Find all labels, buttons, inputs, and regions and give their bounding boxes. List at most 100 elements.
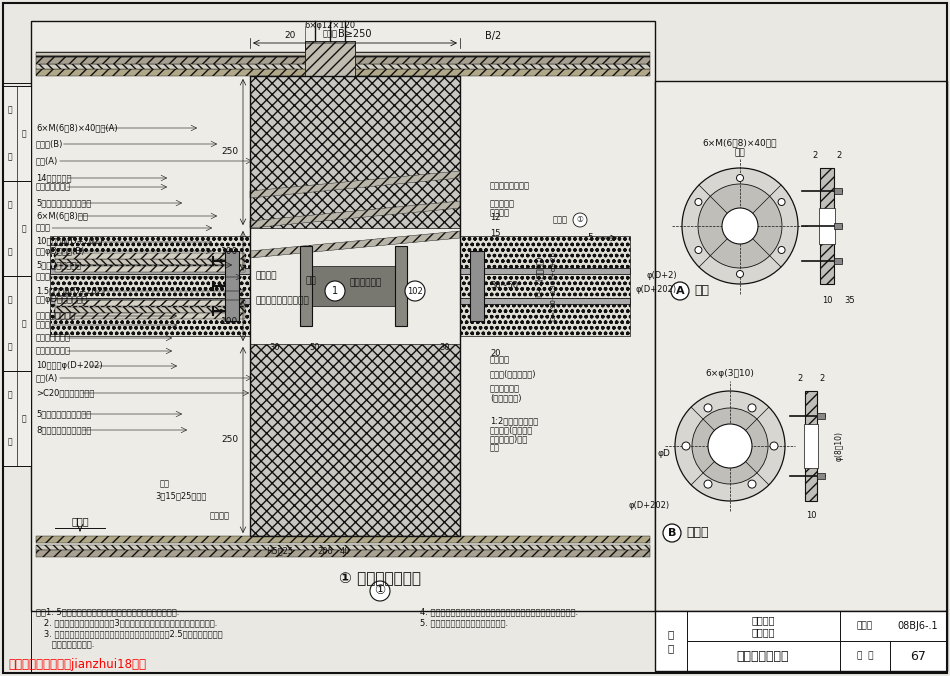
Bar — [55, 313, 245, 319]
Text: 批: 批 — [8, 295, 12, 304]
Text: 保温层(热力管附设): 保温层(热力管附设) — [490, 370, 537, 379]
Text: 定: 定 — [8, 438, 12, 447]
Text: ①: ① — [577, 216, 583, 224]
Text: 翼环(A): 翼环(A) — [36, 374, 58, 383]
Circle shape — [736, 174, 744, 181]
Text: 3厚15～25宽挡道: 3厚15～25宽挡道 — [155, 491, 206, 500]
Text: 30: 30 — [440, 343, 450, 352]
Circle shape — [370, 581, 390, 601]
Text: 玻璃钢防水层: 玻璃钢防水层 — [490, 385, 520, 393]
Bar — [834, 223, 842, 229]
Text: 10: 10 — [822, 296, 832, 305]
Text: 10厚外径φ(D+202): 10厚外径φ(D+202) — [36, 362, 103, 370]
Bar — [50, 268, 250, 274]
Bar — [460, 298, 630, 304]
Circle shape — [675, 391, 785, 501]
Circle shape — [748, 404, 756, 412]
Text: 12: 12 — [490, 214, 501, 222]
Text: 法兰盘: 法兰盘 — [686, 527, 709, 539]
Text: 套管: 套管 — [490, 443, 500, 452]
Text: 100: 100 — [220, 316, 238, 326]
Text: 6×φ12×120: 6×φ12×120 — [304, 22, 355, 30]
Text: 锚固筋: 锚固筋 — [322, 30, 337, 39]
Bar — [834, 258, 842, 264]
Circle shape — [698, 184, 782, 268]
Text: 2: 2 — [812, 151, 818, 160]
Circle shape — [682, 442, 690, 450]
Text: 焊接: 焊接 — [160, 479, 170, 489]
Bar — [305, 41, 355, 76]
Circle shape — [778, 247, 785, 254]
Bar — [50, 236, 250, 336]
Bar — [834, 188, 842, 194]
Text: 夹铺胎体有机涂料: 夹铺胎体有机涂料 — [36, 312, 76, 320]
Bar — [36, 64, 650, 69]
Circle shape — [219, 309, 223, 313]
Bar — [312, 266, 395, 306]
Polygon shape — [250, 231, 460, 258]
Bar — [820, 168, 834, 284]
Text: 6×M(6－8)×40螺栓(A): 6×M(6－8)×40螺栓(A) — [36, 124, 118, 132]
Text: 1:2水性环氧防水剂: 1:2水性环氧防水剂 — [490, 416, 539, 425]
Text: 胶粘剂或涂料多遍涂刷: 胶粘剂或涂料多遍涂刷 — [255, 297, 309, 306]
Text: D+2(管管外径): D+2(管管外径) — [535, 256, 544, 297]
Text: 40: 40 — [340, 546, 351, 556]
Bar — [250, 344, 460, 536]
Text: 08BJ6-.1: 08BJ6-.1 — [898, 621, 939, 631]
Text: 内径φD法兰盘(B): 内径φD法兰盘(B) — [36, 247, 86, 256]
Text: B: B — [668, 528, 676, 538]
Text: 布环氧树脂防水层.: 布环氧树脂防水层. — [36, 640, 94, 649]
Text: 加强层: 加强层 — [36, 320, 51, 329]
Text: 6×φ(3～10): 6×φ(3～10) — [706, 368, 754, 377]
Text: 人: 人 — [22, 129, 27, 138]
Text: 5厚聚乙烯泡沫塑料片材: 5厚聚乙烯泡沫塑料片材 — [36, 410, 91, 418]
Circle shape — [682, 168, 798, 284]
Text: 止水环: 止水环 — [553, 216, 567, 224]
Text: D=(90~130)+d+2b: D=(90~130)+d+2b — [550, 251, 557, 321]
Text: 准: 准 — [8, 343, 12, 352]
Text: 法兰盘(B): 法兰盘(B) — [36, 139, 64, 149]
Text: 20: 20 — [490, 349, 501, 358]
Bar — [36, 550, 650, 557]
Text: φD: φD — [657, 450, 670, 458]
Text: 有机硅薄膜隔离片: 有机硅薄膜隔离片 — [490, 181, 530, 191]
Bar — [817, 413, 825, 419]
Text: (热力管附设): (热力管附设) — [490, 393, 522, 402]
Text: H5～25: H5～25 — [266, 546, 294, 556]
Bar — [805, 391, 817, 501]
Circle shape — [695, 247, 702, 254]
Text: 柔性材料加强层: 柔性材料加强层 — [36, 333, 71, 343]
Text: 密封材料: 密封材料 — [210, 512, 230, 521]
Bar — [50, 298, 250, 304]
Text: 5厚聚乙烯泡沫塑料片材: 5厚聚乙烯泡沫塑料片材 — [36, 199, 91, 208]
Circle shape — [704, 404, 712, 412]
Bar — [470, 251, 484, 321]
Bar — [819, 208, 835, 244]
Circle shape — [722, 208, 758, 244]
Bar — [804, 424, 818, 468]
Text: 图
名: 图 名 — [668, 629, 674, 653]
Text: 柔性材料
外防外做: 柔性材料 外防外做 — [751, 615, 775, 637]
Text: 2: 2 — [797, 374, 803, 383]
Text: φ(D+202): φ(D+202) — [636, 285, 677, 293]
Text: 人: 人 — [22, 319, 27, 328]
Text: 密封材料: 密封材料 — [490, 208, 510, 218]
Text: 内径φD制品型膨胀环: 内径φD制品型膨胀环 — [36, 295, 88, 304]
Bar — [250, 76, 460, 536]
Text: 人: 人 — [22, 224, 27, 233]
Text: A: A — [675, 286, 684, 296]
Text: 30~50: 30~50 — [490, 281, 518, 291]
Bar — [31, 21, 655, 611]
Text: 翼环(A): 翼环(A) — [36, 157, 58, 166]
Text: φ(D+202): φ(D+202) — [629, 502, 670, 510]
Polygon shape — [250, 201, 460, 228]
Bar — [36, 52, 650, 57]
Text: 1: 1 — [332, 286, 338, 296]
Circle shape — [219, 259, 223, 263]
Text: 腻子型膨胀环: 腻子型膨胀环 — [350, 279, 382, 287]
Bar — [36, 57, 650, 64]
Bar — [55, 266, 245, 272]
Text: 核: 核 — [8, 247, 12, 257]
Text: 4. 螺栓穿防水层孔眼应用密封材料、胶粘剂或涂料多遍涂刷切实封严.: 4. 螺栓穿防水层孔眼应用密封材料、胶粘剂或涂料多遍涂刷切实封严. — [420, 607, 579, 616]
Text: 图集号: 图集号 — [857, 621, 873, 631]
